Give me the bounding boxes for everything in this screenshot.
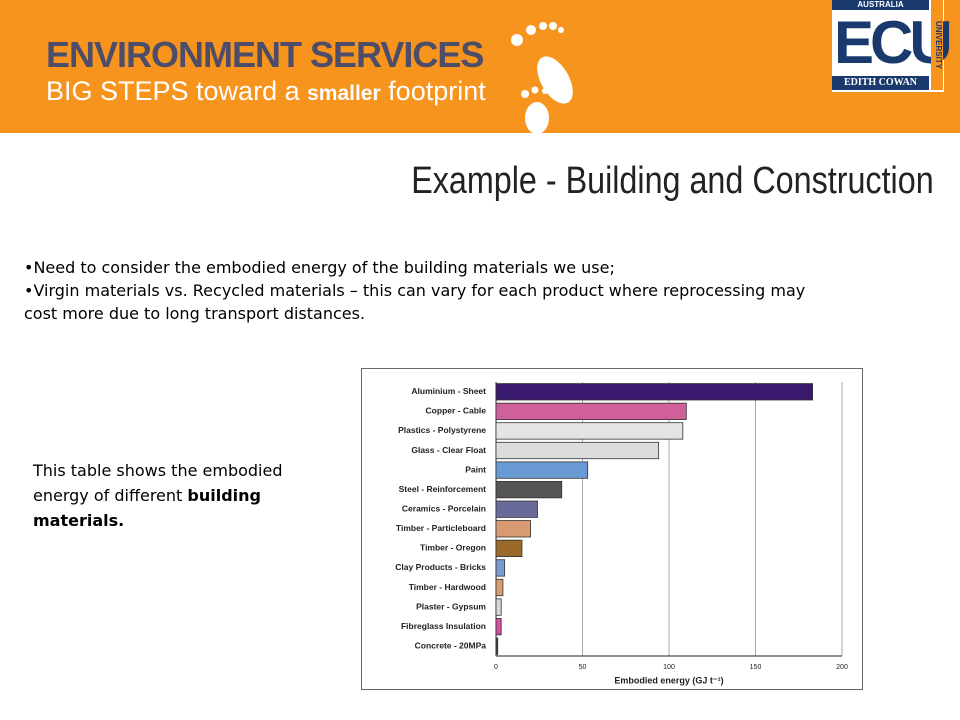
y-tick-label: Concrete - 20MPa xyxy=(415,640,487,650)
bar xyxy=(495,481,563,499)
header-tagline: BIG STEPS toward a smaller footprint xyxy=(46,76,486,107)
x-tick-label: 150 xyxy=(750,664,762,671)
bar xyxy=(495,578,504,597)
bar xyxy=(495,520,531,538)
logo-side: UNIVERSITY xyxy=(931,0,943,90)
footprints xyxy=(511,22,573,134)
bullet: •Virgin materials vs. Recycled materials… xyxy=(24,279,814,325)
slide-title: Example - Building and Construction xyxy=(411,160,934,202)
bar xyxy=(495,637,499,655)
bar xyxy=(495,422,684,440)
text: building materials. xyxy=(33,486,261,530)
y-tick-label: Plaster - Gypsum xyxy=(416,601,486,611)
logo: AUSTRALIA ECU EDITH COWAN UNIVERSITY xyxy=(832,0,953,92)
header-title: ENVIRONMENT SERVICES xyxy=(46,34,484,75)
bullet-text: Need to consider the embodied energy of … xyxy=(33,258,615,277)
logo-bottom: EDITH COWAN xyxy=(832,76,929,90)
y-tick-label: Timber - Oregon xyxy=(420,543,486,553)
y-tick-label: Paint xyxy=(465,464,486,474)
x-tick-label: 50 xyxy=(579,664,587,671)
bar xyxy=(495,559,506,577)
x-tick-label: 100 xyxy=(663,664,675,671)
y-tick-label: Timber - Particleboard xyxy=(396,523,486,533)
bar xyxy=(495,500,538,518)
bullets: •Need to consider the embodied energy of… xyxy=(24,256,814,325)
y-tick-label: Plastics - Polystyrene xyxy=(398,425,486,435)
side-text: This table shows the embodied energy of … xyxy=(33,458,318,533)
y-tick-label: Clay Products - Bricks xyxy=(395,562,486,572)
bar xyxy=(495,383,813,401)
x-tick-label: 0 xyxy=(494,664,498,671)
y-tick-label: Glass - Clear Float xyxy=(411,445,486,455)
tag: BIG STEPS toward a xyxy=(46,76,308,106)
y-tick-label: Fibreglass Insulation xyxy=(401,621,486,631)
bullet-dot: • xyxy=(24,258,34,277)
bar xyxy=(495,539,523,557)
header-band xyxy=(0,0,960,133)
tag: smaller xyxy=(307,82,381,105)
bar xyxy=(495,618,502,636)
y-tick-label: Aluminium - Sheet xyxy=(411,386,486,396)
text: This table shows the embodied energy of … xyxy=(33,461,283,505)
logo-top: AUSTRALIA xyxy=(832,0,929,10)
bar xyxy=(495,402,687,420)
y-tick-label: Timber - Hardwood xyxy=(409,582,486,592)
x-axis-label: Embodied energy (GJ t⁻¹) xyxy=(614,675,723,685)
bullet-text: Virgin materials vs. Recycled materials … xyxy=(24,281,806,323)
tag: footprint xyxy=(380,76,486,106)
bullet: •Need to consider the embodied energy of… xyxy=(24,256,814,279)
bar xyxy=(495,441,660,460)
y-tick-label: Ceramics - Porcelain xyxy=(402,503,486,513)
chart-frame xyxy=(361,368,863,690)
bar xyxy=(495,461,589,479)
bullet-dot: • xyxy=(24,281,34,300)
y-tick-label: Steel - Reinforcement xyxy=(399,484,487,494)
x-tick-label: 200 xyxy=(836,664,848,671)
chart: 0 50 100 150 200 Embodied energy (GJ t⁻¹) Alum… xyxy=(361,368,863,690)
y-tick-label: Copper - Cable xyxy=(426,406,487,416)
bar xyxy=(495,598,502,616)
